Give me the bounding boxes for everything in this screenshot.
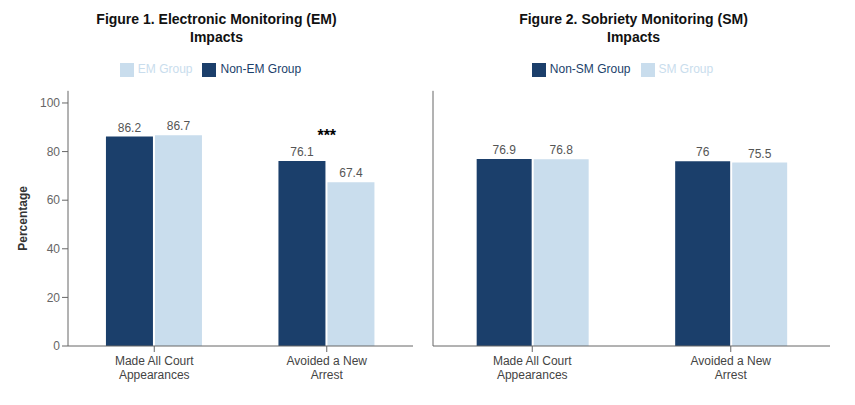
html-text:Figure 1. Electronic Monitorin: Figure 1. Electronic Monitoring (EM) — [96, 11, 337, 27]
html-text:SM Group: SM Group — [658, 62, 714, 76]
svg-text:75.5: 75.5 — [748, 147, 772, 161]
html-text:Non-SM Group: Non-SM Group — [549, 62, 631, 76]
svg-text:40: 40 — [47, 242, 61, 256]
svg-text:76.9: 76.9 — [492, 143, 516, 157]
svg-text:0: 0 — [53, 339, 60, 353]
svg-text:76.8: 76.8 — [549, 143, 573, 157]
svg-text:76.1: 76.1 — [290, 145, 314, 159]
html-text:Impacts: Impacts — [190, 29, 243, 45]
svg-text:76: 76 — [696, 145, 710, 159]
html-text:Non-EM Group: Non-EM Group — [220, 62, 302, 76]
html-text:Figure 2. Sobriety Monitoring: Figure 2. Sobriety Monitoring (SM) — [519, 11, 748, 27]
svg-text:Made All CourtAppearances: Made All CourtAppearances — [115, 354, 194, 382]
svg-text:86.2: 86.2 — [118, 121, 142, 135]
svg-text:Made All CourtAppearances: Made All CourtAppearances — [493, 354, 572, 382]
svg-text:Percentage: Percentage — [16, 186, 30, 251]
html-text:Impacts: Impacts — [607, 29, 660, 45]
svg-text:60: 60 — [47, 193, 61, 207]
html-text:EM Group: EM Group — [137, 62, 193, 76]
svg-text:***: *** — [317, 127, 336, 144]
svg-text:86.7: 86.7 — [167, 119, 191, 133]
svg-text:Avoided a NewArrest: Avoided a NewArrest — [691, 354, 772, 382]
svg-text:100: 100 — [40, 96, 60, 110]
svg-text:67.4: 67.4 — [339, 166, 363, 180]
svg-text:Avoided a NewArrest: Avoided a NewArrest — [287, 354, 368, 382]
svg-text:80: 80 — [47, 145, 61, 159]
svg-text:20: 20 — [47, 291, 61, 305]
